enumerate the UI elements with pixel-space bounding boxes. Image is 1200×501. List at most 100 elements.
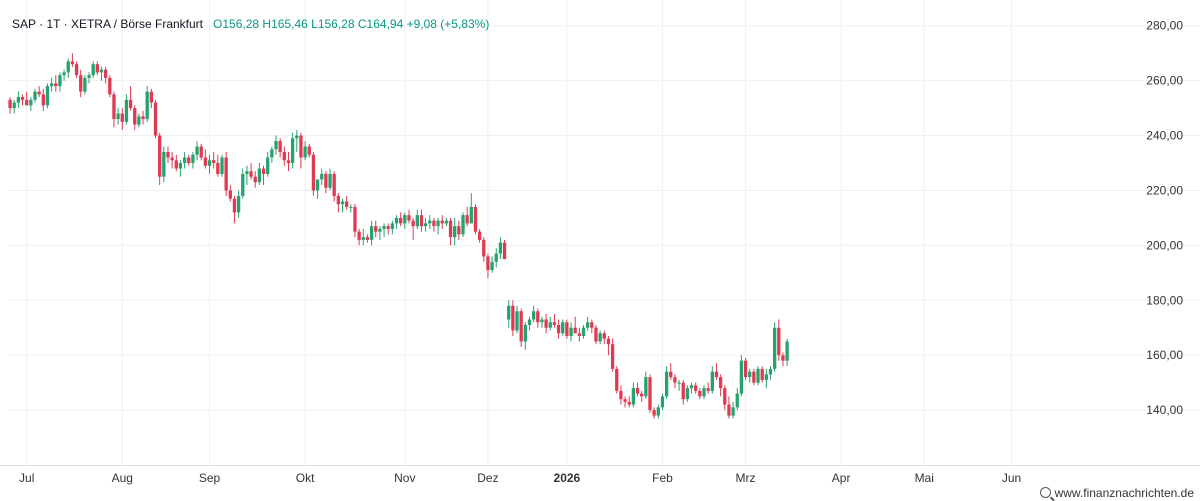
candle: [274, 135, 278, 155]
candle: [502, 239, 507, 260]
candle: [386, 223, 390, 235]
candle: [635, 382, 640, 397]
x-tick-label: Feb: [652, 471, 673, 485]
candle: [112, 91, 116, 128]
candle-body: [656, 407, 660, 416]
candle: [162, 146, 166, 183]
candle: [660, 393, 665, 411]
candle-body: [519, 311, 523, 342]
candle: [490, 256, 494, 273]
candle: [149, 88, 154, 109]
candle-body: [224, 157, 228, 191]
candle: [174, 154, 178, 172]
candle-body: [79, 75, 83, 92]
candle: [133, 105, 137, 131]
candle-body: [698, 390, 702, 397]
candle-body: [403, 215, 407, 224]
candle-body: [586, 322, 590, 328]
candle: [328, 168, 332, 191]
candle-body: [660, 396, 665, 408]
candle: [299, 132, 303, 169]
candle-body: [627, 401, 631, 405]
candle: [419, 209, 424, 232]
candle-body: [561, 322, 565, 334]
candle-body: [128, 99, 133, 109]
candle-body: [174, 160, 178, 169]
x-axis: Jul Aug Sep Okt Nov Dez 2026 Feb Mrz Apr Mai Jun: [0, 465, 1200, 485]
candle: [689, 382, 694, 394]
candle: [565, 319, 569, 339]
high-value: H165,46: [262, 17, 308, 31]
candle-body: [428, 220, 432, 224]
candle-body: [544, 319, 548, 328]
candle: [374, 220, 378, 238]
candle: [203, 149, 208, 169]
candle-body: [116, 113, 120, 120]
candle-body: [299, 135, 303, 158]
candle: [465, 206, 469, 227]
candle: [785, 338, 789, 367]
candle-body: [399, 217, 403, 224]
candle-body: [615, 368, 619, 391]
y-tick-label: 140,00: [1146, 403, 1183, 417]
candle: [486, 253, 490, 279]
candle: [45, 83, 50, 109]
candle: [295, 130, 299, 153]
candle-body: [16, 97, 21, 103]
y-tick-label: 260,00: [1146, 74, 1183, 88]
candle-body: [648, 377, 652, 411]
candle: [228, 184, 232, 202]
candle-body: [756, 368, 760, 383]
candle-body: [536, 311, 540, 323]
candle-body: [669, 371, 673, 378]
candle: [440, 215, 444, 229]
candle-body: [216, 163, 220, 174]
candle: [727, 396, 731, 419]
magnifier-icon: [1039, 487, 1051, 498]
candle: [25, 91, 29, 106]
candle: [581, 324, 586, 339]
watermark-text: www.finanznachrichten.de: [1054, 486, 1194, 500]
candle-body: [178, 163, 183, 169]
candle: [764, 368, 768, 389]
candle: [498, 237, 503, 260]
candle: [482, 237, 486, 262]
candle: [182, 152, 187, 169]
candle: [677, 379, 681, 391]
candle: [315, 179, 320, 199]
candle: [536, 308, 540, 328]
candle: [361, 228, 365, 246]
candle: [548, 316, 552, 331]
candle-body: [673, 377, 677, 383]
candle-body: [723, 388, 727, 405]
candle-body: [569, 327, 573, 336]
candle: [718, 374, 723, 397]
candle-body: [49, 83, 54, 87]
candle-body: [469, 206, 473, 224]
candle-body: [531, 311, 536, 320]
candle: [153, 99, 158, 139]
candle: [527, 316, 532, 331]
candle-body: [249, 171, 253, 177]
y-tick-label: 200,00: [1146, 238, 1183, 252]
candle: [640, 390, 644, 402]
candle: [141, 110, 145, 125]
candle: [694, 382, 698, 394]
candle-body: [241, 173, 245, 196]
candle: [473, 204, 478, 235]
candle: [378, 226, 382, 240]
candle: [394, 215, 399, 229]
candle-body: [390, 223, 395, 229]
change-value: +9,08 (+5,83%): [406, 17, 490, 31]
candle: [411, 217, 415, 240]
candle-body: [187, 157, 191, 163]
candle: [706, 382, 710, 394]
y-tick-label: 240,00: [1146, 129, 1183, 143]
candle: [569, 322, 573, 342]
candle: [673, 374, 677, 389]
candle: [623, 396, 627, 408]
candle: [540, 316, 544, 328]
candle: [124, 94, 129, 125]
close-value: C164,94: [357, 17, 404, 31]
